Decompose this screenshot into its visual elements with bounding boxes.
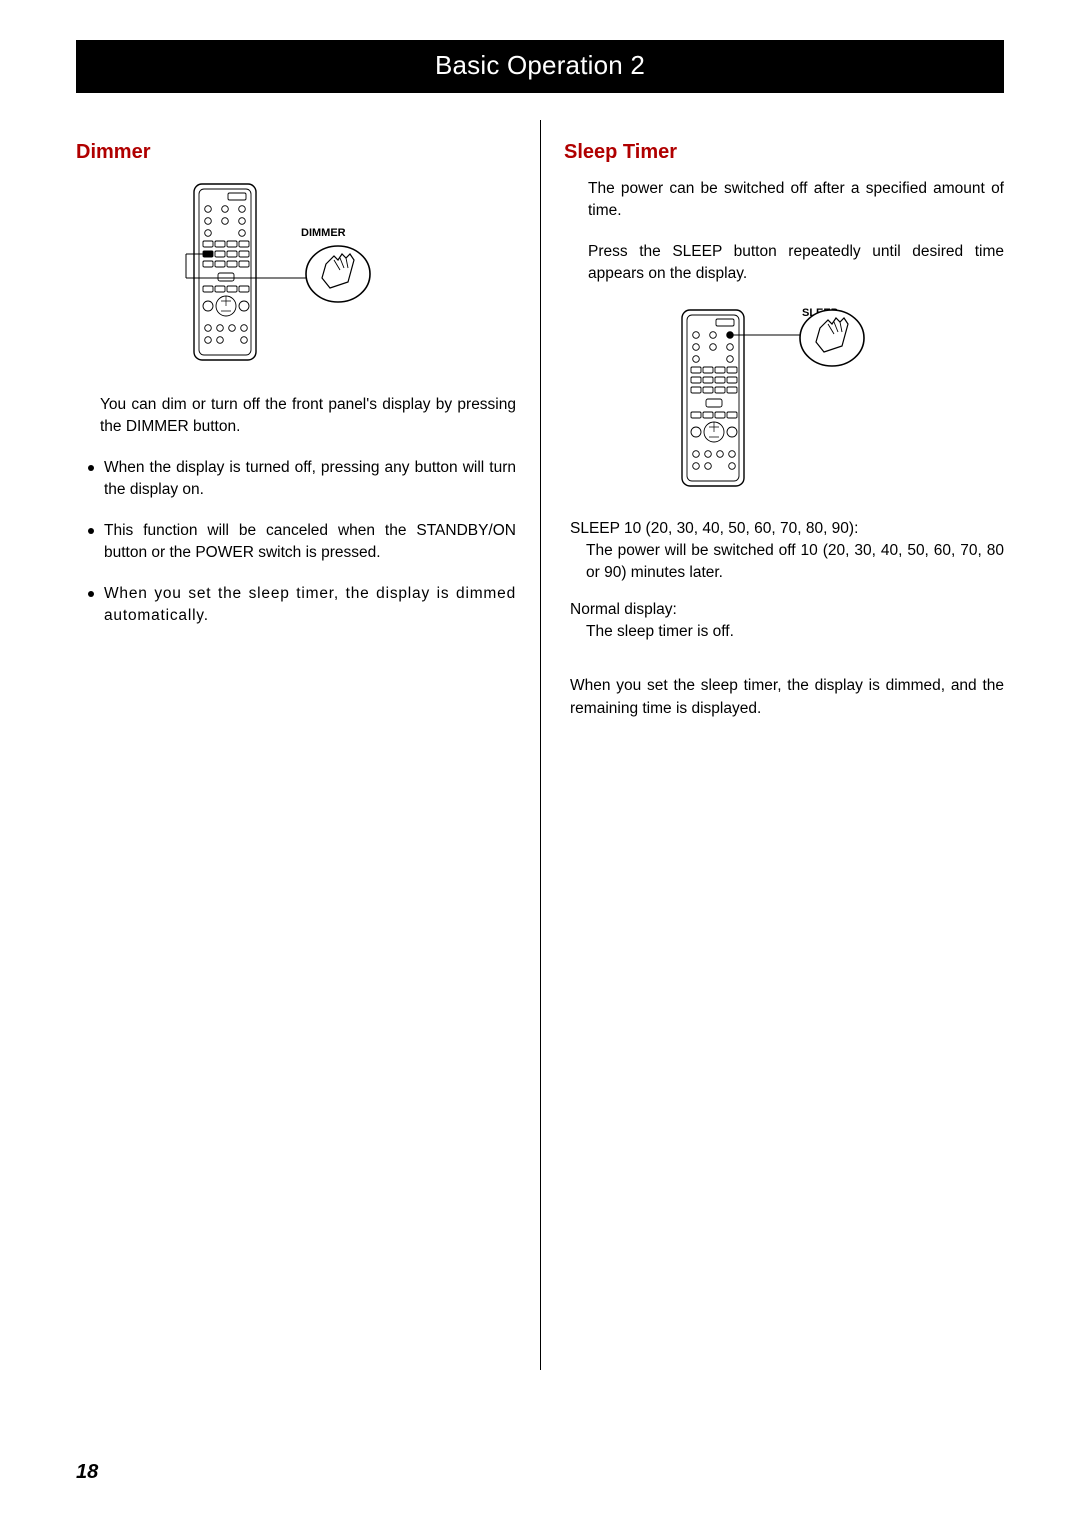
dimmer-bullet-1: When the display is turned off, pressing…: [88, 457, 516, 502]
remote-dimmer-illustration: DIMMER: [166, 178, 426, 368]
title-text: Basic Operation 2: [435, 50, 645, 80]
page-number: 18: [76, 1461, 98, 1484]
dimmer-bullet-2: This function will be canceled when the …: [88, 520, 516, 565]
dimmer-heading: Dimmer: [76, 141, 516, 164]
sleep-heading: Sleep Timer: [564, 141, 1004, 164]
normal-display-text: The sleep timer is off.: [586, 621, 1004, 643]
right-column: Sleep Timer The power can be switched of…: [540, 141, 1004, 738]
dimmer-figure: DIMMER: [76, 178, 516, 368]
sleep-para-2: Press the SLEEP button repeatedly until …: [588, 241, 1004, 286]
dimmer-bullets: When the display is turned off, pressing…: [88, 457, 516, 628]
left-column: Dimmer: [76, 141, 540, 738]
dimmer-para-1: You can dim or turn off the front panel'…: [100, 394, 516, 439]
page: Basic Operation 2 Dimmer: [0, 0, 1080, 1526]
dimmer-bullet-3: When you set the sleep timer, the displa…: [88, 583, 516, 628]
sleep-para-3: When you set the sleep timer, the displa…: [570, 675, 1004, 720]
sleep-para-1: The power can be switched off after a sp…: [588, 178, 1004, 223]
sleep-figure: SLEEP: [564, 304, 1004, 494]
title-bar: Basic Operation 2: [76, 40, 1004, 93]
sleep-values-label: SLEEP 10 (20, 30, 40, 50, 60, 70, 80, 90…: [570, 520, 1004, 538]
sleep-values-text: The power will be switched off 10 (20, 3…: [586, 540, 1004, 585]
remote-sleep-illustration: SLEEP: [654, 304, 914, 494]
columns: Dimmer: [76, 141, 1004, 738]
dimmer-label-text: DIMMER: [301, 227, 346, 239]
normal-display-label: Normal display:: [570, 601, 1004, 619]
